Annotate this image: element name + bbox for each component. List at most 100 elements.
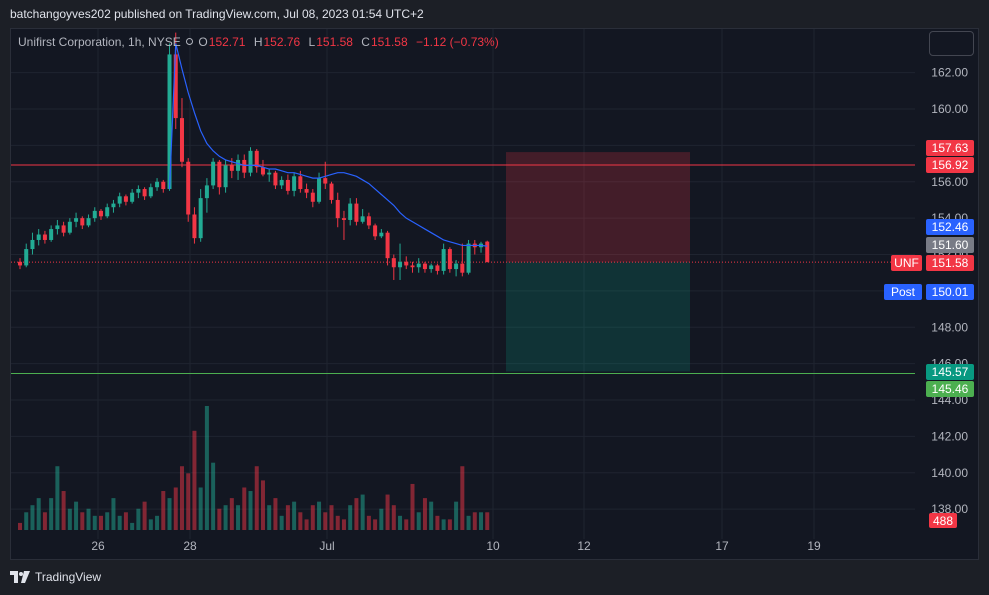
price-tag-label: 150.01 (932, 285, 969, 299)
price-tag-label: 145.57 (932, 365, 969, 379)
price-tag (926, 381, 974, 397)
price-tag (926, 157, 974, 173)
y-tick-label: 162.00 (931, 66, 968, 80)
volume-tag (929, 513, 957, 528)
volume-tag-label: 488 (933, 514, 953, 528)
candle-body (304, 189, 309, 193)
candle-body (422, 263, 427, 270)
volume-bar (179, 466, 184, 530)
candle-body (161, 181, 166, 190)
candle-body (447, 249, 452, 270)
volume-bar (354, 498, 359, 530)
candle-body (24, 249, 29, 266)
x-tick-label: 19 (807, 539, 821, 553)
candle-body (179, 118, 184, 162)
volume-bar (285, 505, 290, 530)
take-profit-zone (506, 262, 690, 372)
volume-bar (142, 501, 147, 530)
legend-low: 151.58 (316, 35, 353, 49)
volume-bar (30, 505, 35, 530)
volume-bar (348, 505, 353, 530)
candle-body (248, 150, 253, 173)
volume-bar (267, 505, 272, 530)
candle-body (267, 172, 272, 175)
volume-bar (360, 494, 365, 530)
volume-bar (323, 512, 328, 530)
volume-bar (223, 505, 228, 530)
volume-bar (435, 515, 440, 530)
volume-bar (379, 508, 384, 530)
candle-body (61, 225, 66, 233)
candle-body (148, 187, 153, 197)
price-tag (926, 364, 974, 380)
x-tick-label: 26 (91, 539, 105, 553)
legend-change: −1.12 (−0.73%) (415, 35, 499, 49)
x-tick-label: 28 (183, 539, 197, 553)
candle-body (354, 203, 359, 222)
price-tag-label: 152.46 (932, 220, 969, 234)
y-tick-label: 148.00 (931, 320, 968, 334)
chart-control-button[interactable] (929, 31, 974, 56)
volume-bar (429, 501, 434, 530)
price-tag-label: 157.63 (932, 141, 969, 155)
candle-body (317, 178, 322, 202)
candle-body (454, 263, 459, 270)
y-tick-label: 142.00 (931, 429, 968, 443)
price-tag (926, 219, 974, 235)
volume-bar (260, 480, 265, 530)
price-tag-label: 156.92 (932, 158, 969, 172)
volume-bar (398, 515, 403, 530)
volume-bar (248, 491, 253, 530)
volume-bar (92, 515, 97, 530)
volume-bar (123, 512, 128, 530)
legend-low-label: L (308, 35, 316, 49)
volume-bar (335, 515, 340, 530)
footer-brand[interactable]: TradingView (10, 566, 101, 588)
volume-bar (341, 519, 346, 530)
candle-body (292, 176, 297, 191)
y-tick-label: 156.00 (931, 175, 968, 189)
volume-bar (416, 512, 421, 530)
volume-bar (404, 519, 409, 530)
x-tick-label: 17 (715, 539, 729, 553)
volume-bar (366, 515, 371, 530)
candle-body (204, 185, 209, 199)
candle-body (142, 189, 147, 197)
candle-body (155, 181, 160, 188)
candle-body (298, 176, 303, 190)
candle-body (186, 161, 191, 215)
candle-body (136, 189, 141, 193)
candle-body (254, 150, 259, 168)
volume-bar (447, 519, 452, 530)
moving-average-line (168, 43, 488, 247)
candle-body (229, 165, 234, 171)
x-tick-label: 12 (577, 539, 591, 553)
volume-bar (236, 505, 241, 530)
x-tick-label: Jul (319, 539, 334, 553)
candle-body (391, 258, 396, 268)
volume-bar (98, 515, 103, 530)
price-tag-symbol-label: UNF (894, 256, 919, 270)
candle-body (92, 210, 97, 219)
volume-bar (167, 498, 172, 530)
volume-bar (385, 494, 390, 530)
volume-bar (242, 487, 247, 530)
volume-bar (391, 505, 396, 530)
publisher-line: batchangoyves202 published on TradingVie… (10, 7, 424, 21)
volume-bar (198, 487, 203, 530)
candle-body (86, 218, 91, 226)
candle-body (211, 161, 216, 186)
candle-body (236, 159, 241, 171)
chart-legend: Unifirst Corporation, 1h, NYSE O152.71 H… (18, 35, 504, 49)
candle-body (30, 239, 35, 250)
candle-body (410, 265, 415, 268)
volume-bar (329, 505, 334, 530)
volume-bar (472, 512, 477, 530)
candle-body (67, 221, 72, 233)
volume-bar (67, 508, 72, 530)
candle-body (49, 229, 54, 240)
volume-bar (18, 522, 22, 530)
legend-dot-icon (186, 38, 194, 45)
chart-canvas[interactable]: 162.00160.00158.00156.00154.00152.00150.… (11, 29, 978, 559)
volume-bar (310, 505, 315, 530)
